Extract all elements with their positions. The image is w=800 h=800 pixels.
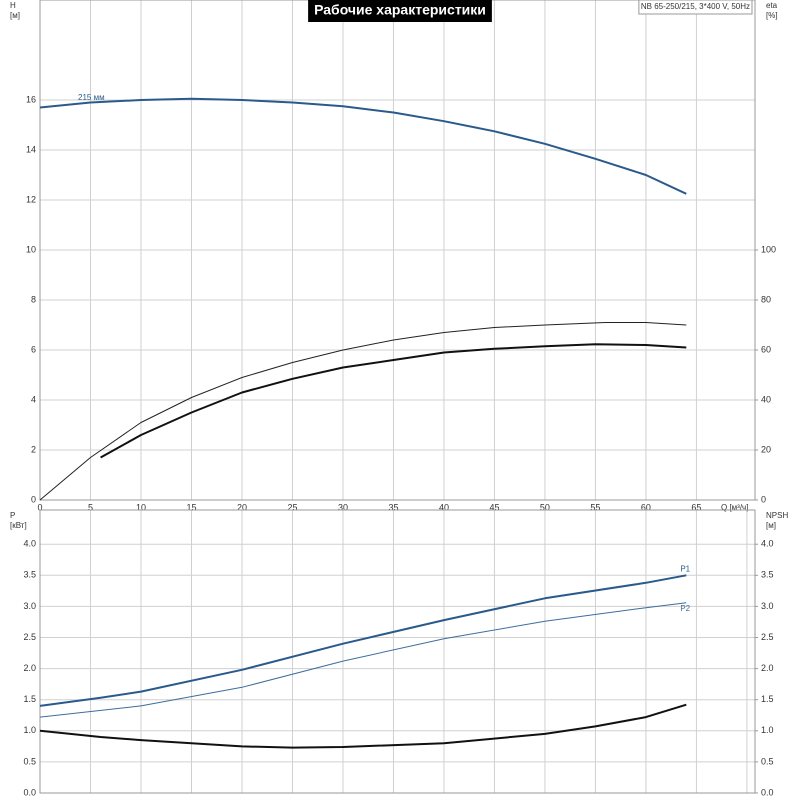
y2-axis-title: NPSH [766,511,788,520]
series-line [100,343,687,459]
y-tick-label: 2.5 [23,632,36,642]
x-tick-label: 45 [489,502,499,512]
chart-subtitle: NB 65-250/215, 3*400 V, 50Hz [641,2,750,11]
y-tick-label: 10 [26,244,36,254]
y2-tick-label: 0 [761,494,766,504]
title-box [308,0,492,22]
y2-tick-label: 0.5 [761,756,774,766]
series-line [39,703,687,749]
y2-axis-title: [м] [766,521,776,530]
grid [39,510,755,794]
y2-tick-label: 40 [761,394,771,404]
y2-axis-title: [%] [766,11,778,20]
y2-axis-title: eta [766,1,778,10]
y-tick-label: 14 [26,144,36,154]
y-axis-title: [кВт] [10,521,27,530]
chart-title: Рабочие характеристики [314,2,486,18]
y-tick-label: 3.5 [23,570,36,580]
y2-tick-label: 60 [761,344,771,354]
x-tick-label: 5 [88,502,93,512]
series-label: P2 [680,604,690,613]
y2-tick-label: 1.0 [761,725,774,735]
x-tick-label: 0 [37,502,42,512]
y2-tick-label: 2.5 [761,632,774,642]
y2-tick-label: 20 [761,444,771,454]
series-label: 215 мм [78,93,105,102]
x-tick-label: 20 [237,502,247,512]
series-label: P1 [680,564,690,573]
y2-tick-label: 4.0 [761,539,774,549]
y-tick-label: 4 [31,394,36,404]
x-tick-label: 50 [540,502,550,512]
y2-tick-label: 2.0 [761,663,774,673]
y2-tick-label: 80 [761,294,771,304]
series-line [39,322,687,501]
series-line [39,574,687,707]
plot-frame [39,0,756,501]
x-tick-label: 60 [641,502,651,512]
x-tick-label: 15 [186,502,196,512]
y-axis-title: [м] [10,11,20,20]
y2-tick-label: 3.5 [761,570,774,580]
y-tick-label: 16 [26,94,36,104]
grid [39,0,755,501]
y-tick-label: 1.0 [23,725,36,735]
x-tick-label: 40 [439,502,449,512]
plot-frame [39,509,756,794]
y-tick-label: 12 [26,194,36,204]
y-tick-label: 3.0 [23,601,36,611]
y-tick-label: 6 [31,344,36,354]
y2-tick-label: 0.0 [761,787,774,797]
y-tick-label: 0.5 [23,756,36,766]
y-tick-label: 0 [31,494,36,504]
y-tick-label: 8 [31,294,36,304]
y2-tick-label: 3.0 [761,601,774,611]
subtitle-box [638,0,753,15]
series-line [39,97,687,195]
x-axis-title: Q [м³/ч] [721,503,748,512]
x-tick-label: 30 [338,502,348,512]
x-tick-label: 25 [287,502,297,512]
y-tick-label: 2 [31,444,36,454]
y-axis-title: H [10,1,16,10]
y2-tick-label: 1.5 [761,694,774,704]
y-tick-label: 0.0 [23,787,36,797]
series-line [39,602,687,718]
x-tick-label: 35 [388,502,398,512]
y-tick-label: 4.0 [23,539,36,549]
x-tick-label: 10 [136,502,146,512]
y-tick-label: 1.5 [23,694,36,704]
x-tick-label: 65 [691,502,701,512]
y-tick-label: 2.0 [23,663,36,673]
x-tick-label: 55 [590,502,600,512]
y2-tick-label: 100 [761,244,776,254]
y-axis-title: P [10,511,15,520]
